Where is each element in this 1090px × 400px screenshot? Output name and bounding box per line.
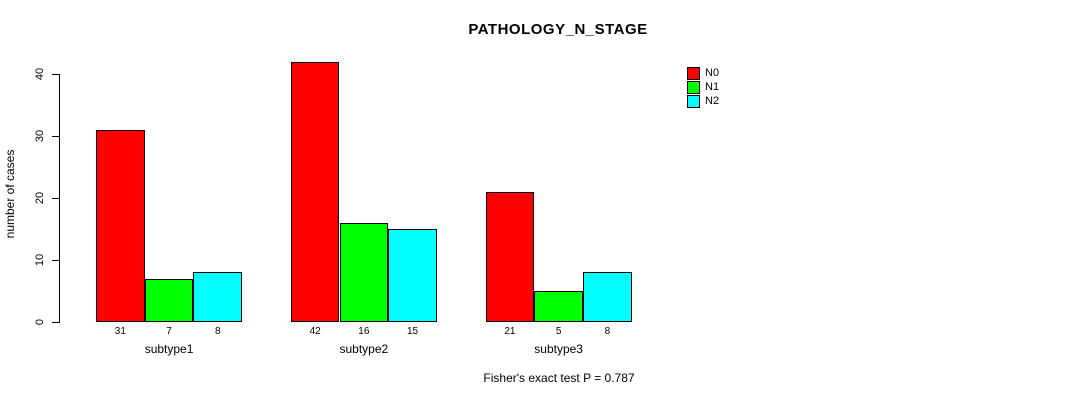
bar-value-label-subtype3-N2: 8 bbox=[604, 326, 611, 337]
y-tick-label-30: 30 bbox=[34, 129, 46, 143]
y-tick-10 bbox=[52, 260, 59, 261]
legend-item-N2: N2 bbox=[687, 94, 719, 108]
y-tick-label-20: 20 bbox=[34, 191, 46, 205]
category-label-subtype1: subtype1 bbox=[144, 342, 194, 356]
y-tick-label-10: 10 bbox=[34, 253, 46, 267]
bar-subtype2-N1 bbox=[339, 222, 389, 322]
y-tick-label-0: 0 bbox=[34, 318, 46, 326]
bar-value-label-subtype2-N2: 15 bbox=[406, 326, 419, 337]
category-label-subtype3: subtype3 bbox=[534, 342, 583, 356]
bar-value-label-subtype1-N1: 7 bbox=[166, 326, 172, 337]
legend-swatch-N0 bbox=[687, 66, 700, 80]
bar-value-label-subtype2-N1: 16 bbox=[358, 326, 370, 337]
y-axis-line bbox=[59, 74, 60, 323]
bar-value-label-subtype1-N2: 8 bbox=[214, 326, 221, 337]
bar-subtype2-N2 bbox=[388, 229, 437, 322]
legend-label-N1: N1 bbox=[705, 81, 720, 93]
bar-subtype3-N0 bbox=[485, 191, 535, 322]
legend: N0 N1 N2 bbox=[687, 66, 719, 108]
legend-item-N0: N0 bbox=[687, 66, 719, 80]
legend-label-N2: N2 bbox=[705, 95, 720, 107]
bar-subtype1-N2 bbox=[193, 272, 243, 322]
legend-item-N1: N1 bbox=[687, 80, 719, 94]
bar-subtype1-N0 bbox=[96, 129, 145, 322]
y-tick-20 bbox=[52, 198, 59, 199]
bar-subtype2-N0 bbox=[290, 61, 340, 322]
y-tick-0 bbox=[52, 322, 59, 323]
y-tick-30 bbox=[52, 136, 59, 137]
legend-swatch-N2 bbox=[687, 94, 700, 108]
bar-value-label-subtype2-N0: 42 bbox=[309, 326, 321, 337]
y-tick-40 bbox=[52, 74, 59, 75]
legend-swatch-N1 bbox=[687, 80, 700, 94]
bar-subtype3-N2 bbox=[583, 272, 632, 322]
bar-subtype3-N1 bbox=[534, 291, 583, 322]
bar-subtype1-N1 bbox=[144, 278, 194, 322]
category-label-subtype2: subtype2 bbox=[339, 342, 389, 356]
bar-value-label-subtype1-N0: 31 bbox=[114, 326, 126, 337]
legend-label-N0: N0 bbox=[705, 67, 720, 79]
y-tick-label-40: 40 bbox=[34, 67, 46, 81]
bar-value-label-subtype3-N0: 21 bbox=[504, 326, 516, 337]
chart-title: PATHOLOGY_N_STAGE bbox=[468, 21, 648, 38]
bar-value-label-subtype3-N1: 5 bbox=[555, 326, 562, 337]
annotation-fisher-test: Fisher's exact test P = 0.787 bbox=[483, 371, 635, 385]
